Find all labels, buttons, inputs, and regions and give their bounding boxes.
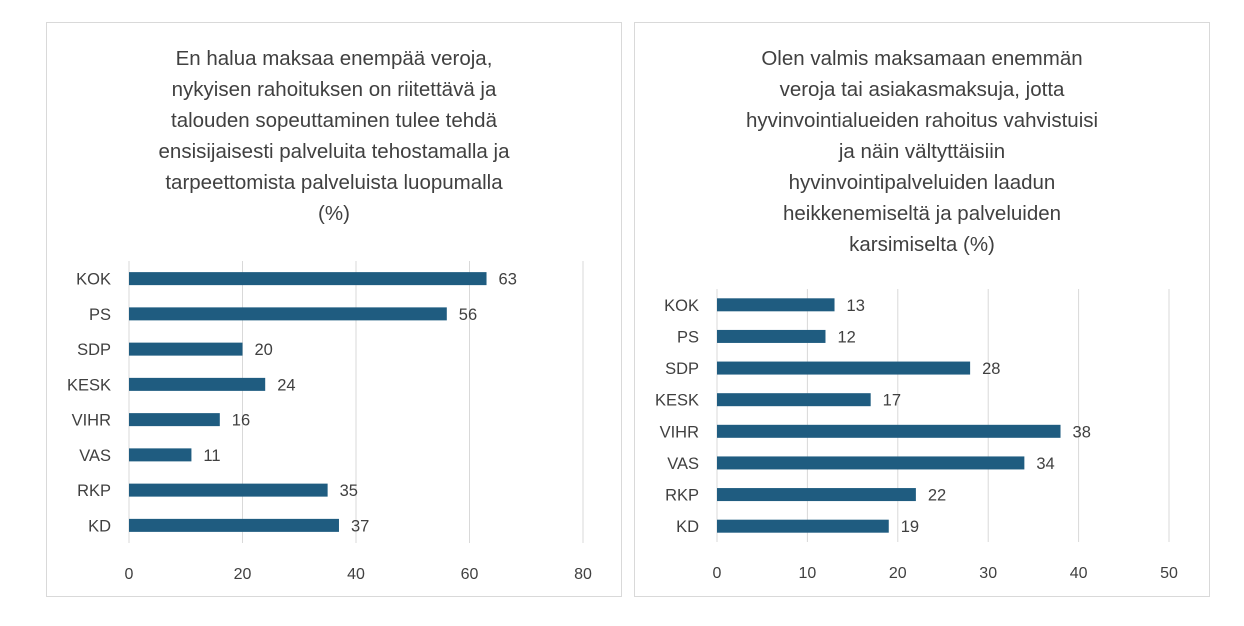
bar xyxy=(129,307,447,321)
x-tick-label: 60 xyxy=(461,566,479,583)
data-label: 37 xyxy=(351,517,369,535)
x-tick-label: 30 xyxy=(979,565,997,582)
chart-panel-right: Olen valmis maksamaan enemmän veroja tai… xyxy=(634,22,1210,597)
bar xyxy=(717,488,916,502)
bar xyxy=(717,393,871,407)
data-label: 63 xyxy=(499,271,517,289)
data-label: 35 xyxy=(340,482,358,500)
category-label: PS xyxy=(89,306,111,324)
x-tick-label: 20 xyxy=(889,565,907,582)
category-label: KESK xyxy=(655,392,699,410)
category-label: VAS xyxy=(79,447,111,465)
category-label: KOK xyxy=(664,297,699,315)
x-tick-label: 40 xyxy=(1070,565,1088,582)
category-label: RKP xyxy=(665,487,699,505)
category-label: VIHR xyxy=(660,423,700,441)
category-label: KD xyxy=(88,517,111,535)
bar-chart-left: 0 20 40 60 80 KOK 63 PS 56 SDP 20 KESK 24 VIHR 16 VAS 11… xyxy=(67,261,592,583)
category-label: SDP xyxy=(77,341,111,359)
x-tick-label: 80 xyxy=(574,566,592,583)
chart-panel-left: En halua maksaa enempää veroja, nykyisen… xyxy=(46,22,622,597)
category-label: PS xyxy=(677,328,699,346)
data-label: 22 xyxy=(928,487,946,505)
category-label: KD xyxy=(676,518,699,536)
bar xyxy=(129,377,266,391)
x-tick-label: 20 xyxy=(234,566,252,583)
chart-title: En halua maksaa enempää veroja, nykyisen… xyxy=(158,47,510,225)
data-label: 11 xyxy=(203,447,220,465)
x-tick-label: 0 xyxy=(125,566,134,583)
bar xyxy=(129,413,220,427)
data-label: 24 xyxy=(277,376,295,394)
x-tick-label: 40 xyxy=(347,566,365,583)
category-label: KOK xyxy=(76,271,111,289)
data-label: 28 xyxy=(982,360,1000,378)
chart-title: Olen valmis maksamaan enemmän veroja tai… xyxy=(745,47,1099,256)
category-label: RKP xyxy=(77,482,111,500)
bar xyxy=(717,298,835,312)
bar xyxy=(129,518,339,532)
bar xyxy=(717,329,826,343)
bar xyxy=(129,448,192,462)
data-label: 56 xyxy=(459,306,477,324)
x-tick-label: 10 xyxy=(799,565,817,582)
category-label: SDP xyxy=(665,360,699,378)
data-label: 13 xyxy=(847,297,865,315)
category-label: VIHR xyxy=(72,412,112,430)
bar xyxy=(717,456,1025,470)
data-label: 20 xyxy=(255,341,273,359)
bar xyxy=(129,483,328,497)
category-label: KESK xyxy=(67,376,111,394)
bar xyxy=(129,342,243,356)
bar xyxy=(129,272,487,286)
x-tick-label: 50 xyxy=(1160,565,1178,582)
category-label: VAS xyxy=(667,455,699,473)
data-label: 38 xyxy=(1073,423,1091,441)
data-label: 19 xyxy=(901,518,919,536)
x-tick-label: 0 xyxy=(713,565,722,582)
bar xyxy=(717,424,1061,438)
bar xyxy=(717,519,889,533)
bar-chart-right: 0 10 20 30 40 50 KOK 13 PS 12 SDP 28 KESK 17 VIHR 38 VAS… xyxy=(655,289,1178,582)
bar xyxy=(717,361,971,375)
data-label: 12 xyxy=(837,328,855,346)
data-label: 17 xyxy=(883,392,901,410)
data-label: 34 xyxy=(1036,455,1054,473)
data-label: 16 xyxy=(232,412,250,430)
